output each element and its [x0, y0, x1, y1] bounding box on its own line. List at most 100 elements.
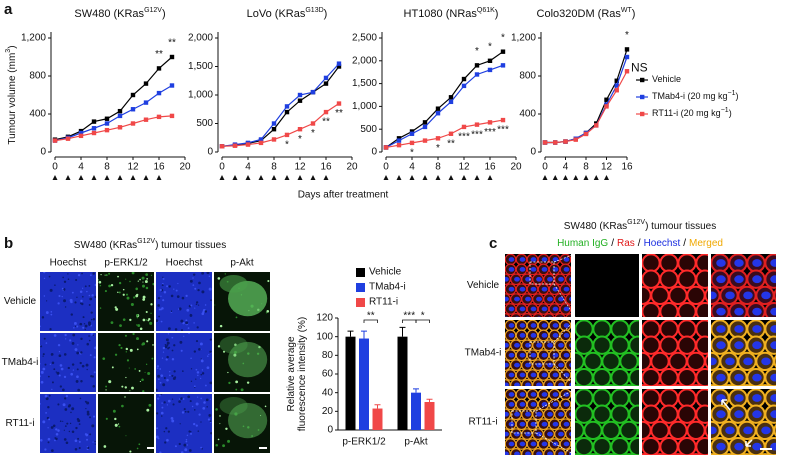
nucleus	[75, 379, 79, 383]
nucleus	[65, 394, 68, 398]
signal	[105, 417, 108, 420]
signal	[121, 404, 124, 408]
signal	[131, 272, 135, 275]
nucleus	[86, 401, 90, 405]
signal	[102, 357, 106, 361]
nucleus	[158, 394, 161, 397]
cell-membrane	[774, 319, 788, 336]
data-point	[614, 83, 619, 88]
nucleus	[525, 382, 531, 386]
nucleus	[210, 299, 212, 301]
y-tick-label: 0	[371, 147, 377, 158]
cell-fill	[660, 336, 678, 354]
data-point	[271, 137, 277, 142]
signal	[144, 280, 148, 284]
nucleus	[530, 352, 537, 358]
nucleus	[552, 392, 559, 397]
cell-fill	[687, 352, 705, 371]
nucleus	[197, 304, 200, 306]
micrograph	[642, 254, 708, 317]
nucleus	[93, 371, 96, 374]
nucleus	[77, 388, 81, 392]
nucleus	[185, 319, 188, 322]
nucleus	[508, 372, 515, 378]
data-point	[65, 136, 71, 141]
nucleus	[548, 316, 552, 317]
cell-membrane	[764, 436, 776, 455]
error-bar	[413, 388, 419, 393]
nucleus	[541, 257, 548, 262]
nucleus	[770, 275, 776, 284]
treatment-marker	[232, 175, 238, 180]
nucleus	[89, 354, 92, 357]
nucleus	[161, 357, 164, 359]
nucleus	[156, 319, 159, 323]
nucleus	[45, 397, 49, 401]
signal	[142, 284, 146, 288]
data-point	[396, 142, 402, 148]
nucleus	[180, 319, 184, 323]
signal	[104, 274, 106, 276]
significance-label: *	[410, 148, 414, 159]
nucleus	[547, 451, 553, 455]
nucleus	[64, 333, 67, 337]
nucleus	[40, 375, 41, 378]
nucleus	[86, 290, 88, 293]
nucleus	[156, 388, 158, 392]
nucleus	[519, 257, 526, 262]
nucleus	[770, 259, 776, 267]
signal	[142, 281, 144, 283]
x-tick-label: 12	[601, 162, 613, 173]
signal	[150, 312, 152, 314]
text-part: Q61K	[477, 7, 495, 14]
cell-fill	[687, 286, 705, 305]
nucleus	[41, 316, 45, 319]
cell-membrane	[764, 367, 776, 386]
nucleus	[159, 368, 162, 370]
nucleus	[40, 370, 44, 374]
y-tick-label: 1,200	[511, 33, 536, 44]
legend-label: TMab4-i	[369, 282, 406, 293]
cell-membrane	[704, 422, 708, 438]
panel-title: SW480 (KRasG12V) tumour tissues	[74, 238, 226, 250]
cell-fill	[696, 270, 708, 288]
cell-membrane	[587, 384, 599, 386]
cell-membrane	[605, 384, 617, 386]
treatment-marker	[593, 175, 599, 180]
treatment-marker	[271, 175, 277, 180]
signal	[121, 385, 124, 388]
legend-marker	[640, 77, 645, 83]
data-point	[284, 104, 290, 109]
cell-membrane	[783, 254, 788, 271]
nucleus	[73, 327, 75, 329]
nucleus	[206, 272, 210, 275]
data-point	[78, 133, 84, 139]
cell-fill	[774, 454, 788, 459]
nucleus	[514, 362, 520, 368]
x-tick-label: 8	[583, 162, 589, 173]
nucleus	[160, 411, 164, 415]
nucleus	[190, 304, 193, 307]
x-tick-label: 4	[563, 162, 569, 173]
nucleus	[47, 437, 51, 441]
series-line	[221, 103, 340, 147]
signal	[144, 371, 146, 373]
signal	[152, 344, 154, 346]
nucleus	[761, 426, 771, 435]
cell-fill	[678, 368, 696, 386]
micrograph-content	[711, 320, 776, 386]
nucleus	[558, 382, 564, 386]
nucleus	[195, 340, 199, 343]
nucleus	[209, 350, 212, 353]
nucleus	[78, 423, 81, 425]
y-tick-label: 1,500	[188, 61, 213, 72]
data-point	[500, 63, 506, 68]
x-tick-label: p-ERK1/2	[342, 437, 386, 448]
cell-fill	[783, 406, 788, 423]
signal-blob	[219, 396, 248, 415]
data-point	[573, 137, 578, 142]
channel-label: Merged	[689, 238, 723, 249]
nucleus	[62, 289, 64, 292]
nucleus	[196, 371, 200, 374]
cell-membrane	[690, 453, 702, 455]
